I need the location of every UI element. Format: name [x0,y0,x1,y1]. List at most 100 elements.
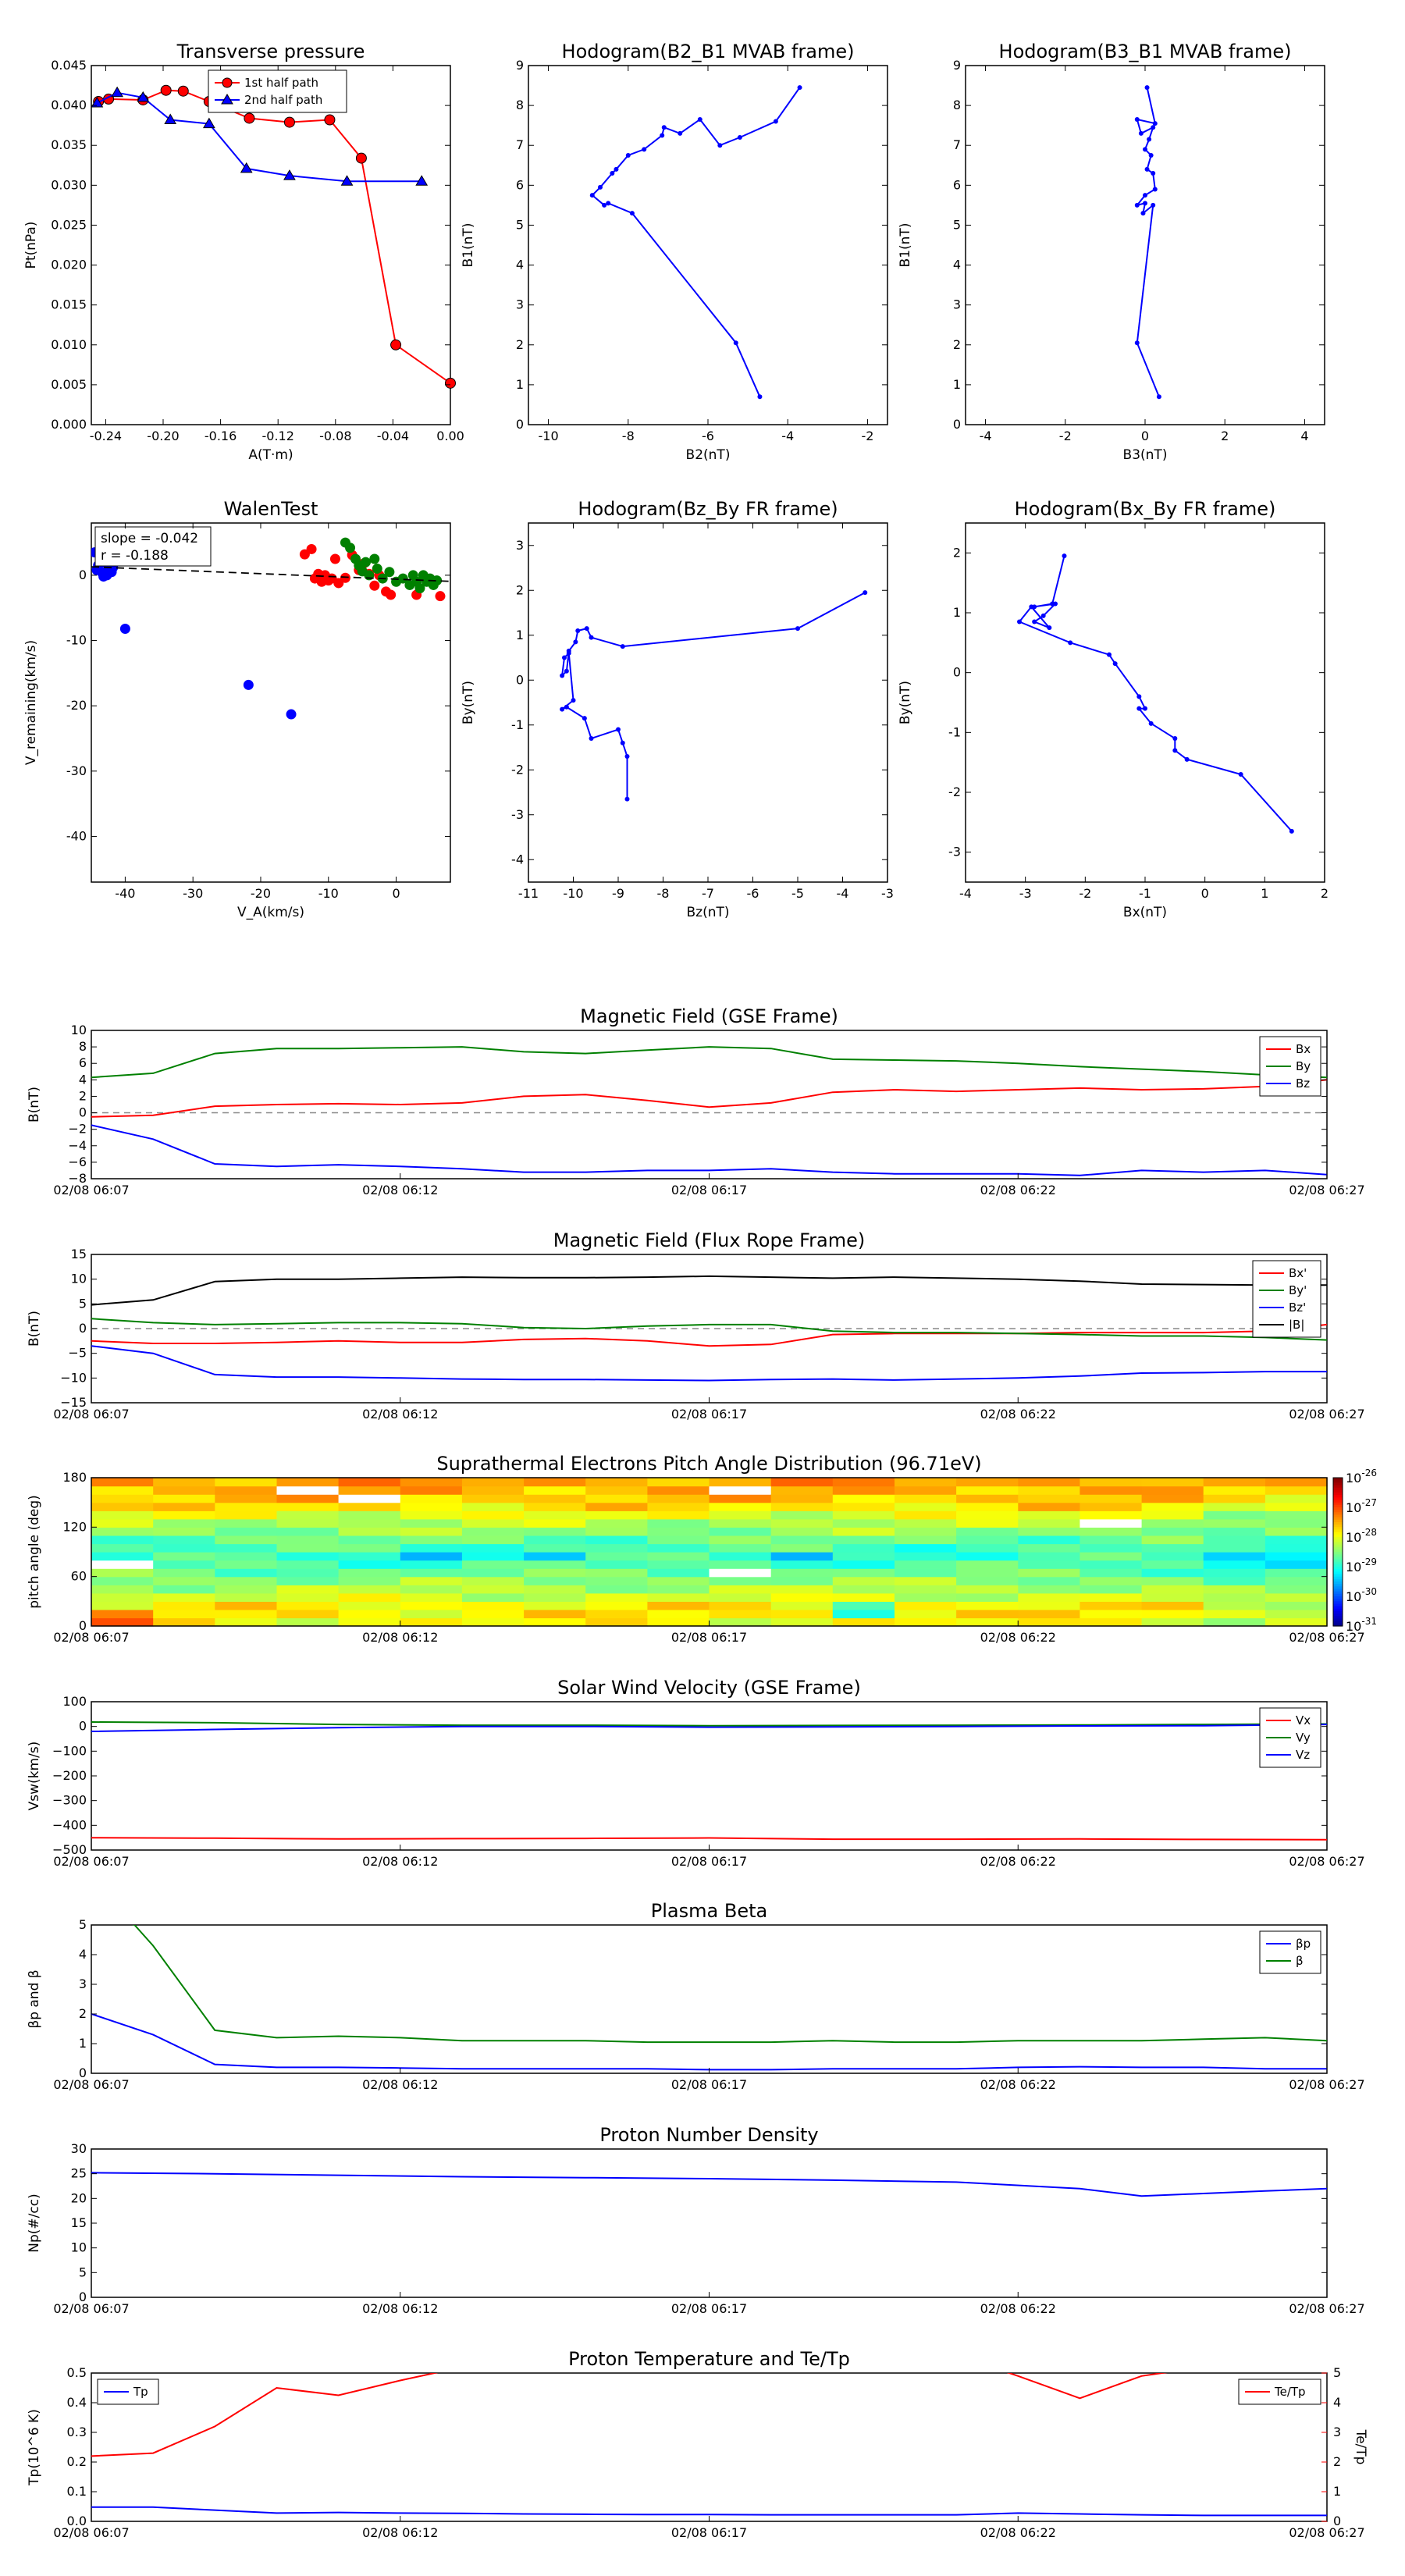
heatmap-cell [956,1543,1019,1553]
colorbar-step [1333,1507,1343,1510]
chart-title: Proton Temperature and Te/Tp [568,2348,850,2370]
heatmap-cell [895,1478,957,1487]
x-tick-label: -3 [1019,886,1032,901]
heatmap-cell [91,1543,154,1553]
heatmap-cell [1018,1609,1081,1619]
y-tick-label: 0 [516,672,524,687]
y-tick-label: 10 [71,1023,87,1037]
heatmap-cell [338,1592,401,1602]
heatmap-cell [832,1518,895,1528]
chart-h2: -4 -2 0 2 4 0 1 2 3 4 5 6 7 8 9 Hodogram(B3_B1 MVAB fra… [898,41,1325,463]
data-point [1053,601,1058,607]
heatmap-cell [461,1518,525,1528]
colorbar-step [1333,1614,1343,1617]
x-tick-label: 02/08 06:12 [362,2077,438,2092]
x-tick-label: 02/08 06:07 [53,1630,129,1645]
heatmap-cell [215,1478,278,1487]
heatmap-cell [153,1502,215,1511]
data-point [1143,201,1147,206]
data-point [575,628,581,633]
heatmap-cell [832,1601,895,1610]
heatmap-cell [647,1560,710,1569]
chart-tp: -0.24 -0.20 -0.16 -0.12 -0.08 -0.04 0.00 0.000 0… [23,41,464,463]
y-tick-label: 0.3 [67,2425,87,2439]
colorbar-tick-label: 10-27 [1346,1497,1377,1515]
x-tick-label: -0.04 [377,429,409,443]
data-point [177,85,189,97]
colorbar-step [1333,1534,1343,1538]
heatmap-cell [709,1510,772,1520]
colorbar-step [1333,1517,1343,1521]
colorbar-tick-exp: -26 [1361,1468,1377,1478]
x-tick-label: -8 [657,886,670,901]
y-tick-label: -3 [948,845,961,859]
colorbar-step [1333,1569,1343,1572]
heatmap-cell [956,1535,1019,1545]
heatmap-cell [1203,1543,1266,1553]
legend-label: Bx [1296,1042,1311,1056]
chart-h1: -10 -8 -6 -4 -2 0 1 2 3 4 5 6 7 8 9 Hodogram(B2_B1 MVAB… [461,41,888,463]
y-tick-label: 6 [79,1055,87,1070]
heatmap-cell [770,1485,834,1495]
heatmap-cell [400,1568,463,1578]
scatter-point [386,589,397,600]
heatmap-cell [956,1585,1019,1594]
series-line [591,87,801,397]
x-tick-label: 02/08 06:22 [980,2077,1056,2092]
heatmap-cell [585,1560,648,1569]
heatmap-cell [647,1535,710,1545]
heatmap-cell [524,1568,586,1578]
heatmap-cell [956,1510,1019,1520]
heatmap-cell [709,1601,772,1610]
y-tick-label: 0 [953,665,961,680]
y-tick-label: 1 [516,628,524,642]
colorbar-step [1333,1502,1343,1506]
heatmap-cell [461,1601,525,1610]
data-point [602,202,607,208]
heatmap-cell [91,1502,154,1511]
heatmap-cell [1141,1552,1204,1561]
x-tick-label: -0.24 [90,429,122,443]
heatmap-cell [400,1585,463,1594]
chart-title: Hodogram(Bz_By FR frame) [578,498,838,520]
scatter-point [345,543,356,553]
data-point [1144,166,1150,172]
heatmap-cell [832,1609,895,1619]
heatmap-cell [276,1543,340,1553]
heatmap-cell [770,1601,834,1610]
data-point [795,626,800,632]
heatmap-cell [895,1502,957,1511]
x-tick-label: -11 [518,886,539,901]
heatmap-cell [770,1543,834,1553]
heatmap-cell [338,1609,401,1619]
y-tick-label: 180 [62,1470,87,1485]
heatmap-cell [1203,1552,1266,1561]
colorbar-tick-base: 10 [1346,1560,1361,1574]
heatmap-cell [215,1592,278,1602]
y-tick-label: 0 [79,1618,87,1633]
colorbar-step [1333,1489,1343,1493]
data-point [137,91,150,102]
colorbar-tick-base: 10 [1346,1619,1361,1634]
data-point [589,193,595,198]
heatmap-cell [585,1510,648,1520]
heatmap-cell [647,1485,710,1495]
y-tick-label: 100 [62,1694,87,1709]
colorbar-step [1333,1510,1343,1513]
heatmap-cell [153,1617,215,1627]
y-axis-label: B(nT) [27,1311,42,1347]
heatmap-cell [153,1585,215,1594]
heatmap-cell [1264,1502,1328,1511]
y-tick-label: 2 [516,582,524,597]
heatmap-cell [647,1518,710,1528]
y-tick-label: 8 [953,98,961,112]
colorbar-step [1333,1532,1343,1535]
heatmap-cell [400,1543,463,1553]
heatmap-cell [338,1502,401,1511]
heatmap-cell [895,1568,957,1578]
data-point [1172,736,1178,741]
heatmap-cell [400,1609,463,1619]
chart-title: WalenTest [224,498,318,520]
y-tick-label: −15 [60,1395,87,1410]
y2-axis-label: Te/Tp [1353,2429,1368,2465]
